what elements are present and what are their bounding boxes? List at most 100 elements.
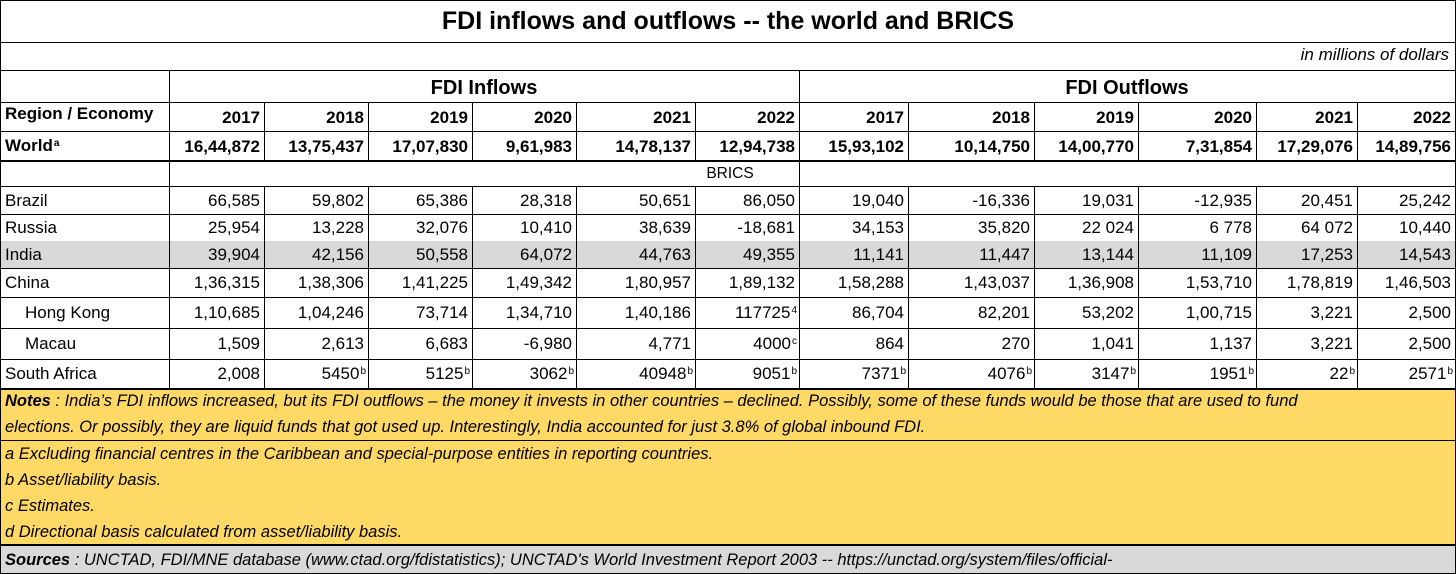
table-title: FDI inflows and outflows -- the world an…: [441, 7, 1015, 35]
world-value-cell: 12,94,738: [719, 137, 795, 156]
column-divider: [576, 186, 577, 388]
value-text: 86,050: [743, 191, 795, 210]
row-label: Macau: [25, 334, 77, 353]
value-text: 42,156: [312, 245, 364, 264]
value-text: 1,36,315: [193, 273, 260, 292]
region-economy-header: Region / Economy: [5, 104, 154, 123]
value-text: 44,763: [639, 245, 691, 264]
value-text: 3,221: [1310, 334, 1353, 353]
notes-section: Notes : India’s FDI inflows increased, b…: [1, 389, 1455, 544]
value-cell: 20,451: [1256, 187, 1357, 214]
value-text: 7371: [861, 364, 900, 383]
divider: [1, 70, 1455, 71]
value-cell: 17,253: [1256, 241, 1357, 268]
value-cell: 11,109: [1138, 241, 1256, 268]
world-value-cell: 13,75,437: [288, 137, 364, 156]
footnote-marker: b: [1130, 366, 1136, 377]
value-text: 34,153: [852, 218, 904, 237]
value-cell: 64,072: [472, 241, 576, 268]
divider: [1, 186, 1455, 187]
value-text: 66,585: [208, 191, 260, 210]
column-divider: [1256, 186, 1257, 388]
value-text: 59,802: [312, 191, 364, 210]
value-text: 2,500: [1408, 334, 1451, 353]
value-cell: 50,558: [368, 241, 472, 268]
value-text: 2,008: [217, 364, 260, 383]
value-cell: 22b: [1256, 359, 1357, 388]
value-text: 864: [875, 334, 904, 353]
value-cell: 40948b: [576, 359, 695, 388]
divider: [1, 160, 1455, 162]
value-cell: -6,980: [472, 328, 576, 359]
row-label: China: [5, 273, 50, 292]
value-cell: 10,410: [472, 214, 576, 241]
sources-section: Sources : UNCTAD, FDI/MNE database (www.…: [1, 546, 1455, 573]
sources-text: : UNCTAD, FDI/MNE database (www.ctad.org…: [70, 551, 1113, 569]
row-label: India: [5, 245, 42, 264]
value-cell: 11,141: [799, 241, 908, 268]
value-cell: 6,683: [368, 328, 472, 359]
value-cell: 44,763: [576, 241, 695, 268]
value-text: -18,681: [737, 218, 795, 237]
value-text: 1,137: [1209, 334, 1252, 353]
year-header-cell: 2017: [866, 108, 904, 127]
row-label: Hong Kong: [25, 303, 111, 322]
footnote-marker: c: [792, 336, 797, 347]
value-text: -16,336: [972, 191, 1030, 210]
value-cell: 5450b: [264, 359, 368, 388]
value-cell: 39,904: [169, 241, 264, 268]
value-text: 1,53,710: [1185, 273, 1252, 292]
divider: [1, 102, 1455, 103]
value-text: 3,221: [1310, 303, 1353, 322]
value-text: -12,935: [1194, 191, 1252, 210]
value-text: 11,447: [979, 245, 1030, 264]
value-cell: 25,242: [1357, 187, 1455, 214]
year-header-cell: 2020: [1214, 108, 1252, 127]
value-text: 5450: [321, 364, 360, 383]
divider: [1, 440, 1455, 441]
year-header-cell: 2018: [992, 108, 1030, 127]
column-divider: [472, 102, 473, 160]
value-text: 13,228: [312, 218, 364, 237]
value-cell: 1,34,710: [472, 297, 576, 328]
value-text: 11,141: [853, 245, 904, 264]
world-value-cell: 17,29,076: [1277, 137, 1353, 156]
value-cell: 66,585: [169, 187, 264, 214]
world-value-cell: 10,14,750: [954, 137, 1030, 156]
value-text: 40948: [639, 364, 687, 383]
footnote-marker: b: [1026, 366, 1032, 377]
value-text: 2571: [1408, 364, 1447, 383]
value-cell: 3062b: [472, 359, 576, 388]
year-header-cell: 2021: [1315, 108, 1353, 127]
column-divider: [169, 160, 170, 161]
world-value-cell: 7,31,854: [1185, 137, 1252, 156]
value-text: -6,980: [523, 334, 572, 353]
value-cell: 3147b: [1034, 359, 1138, 388]
value-text: 49,355: [743, 245, 795, 264]
value-cell: 1,38,306: [264, 268, 368, 297]
value-cell: 65,386: [368, 187, 472, 214]
value-text: 17,253: [1301, 245, 1353, 264]
value-text: 1951: [1209, 364, 1248, 383]
footnote-marker: b: [900, 366, 906, 377]
column-divider: [1256, 102, 1257, 160]
divider: [1, 297, 1455, 298]
value-cell: 3,221: [1256, 328, 1357, 359]
column-divider: [695, 102, 696, 160]
world-value-cell: 14,00,770: [1058, 137, 1134, 156]
row-label: Brazil: [5, 191, 48, 210]
value-text: 117725: [734, 303, 791, 322]
world-label-text: World: [5, 136, 53, 155]
value-text: 73,714: [416, 303, 468, 322]
value-text: 1,40,186: [624, 303, 691, 322]
value-cell: 11,447: [908, 241, 1034, 268]
brics-section-label: BRICS: [1, 162, 1455, 186]
value-cell: 1,36,908: [1034, 268, 1138, 297]
value-cell: 2571b: [1357, 359, 1455, 388]
value-cell: 13,228: [264, 214, 368, 241]
row-label: Russia: [5, 218, 57, 237]
value-cell: 2,613: [264, 328, 368, 359]
year-header-cell: 2019: [430, 108, 468, 127]
value-cell: 2,500: [1357, 328, 1455, 359]
footnote-d: d Directional basis calculated from asse…: [5, 523, 403, 541]
